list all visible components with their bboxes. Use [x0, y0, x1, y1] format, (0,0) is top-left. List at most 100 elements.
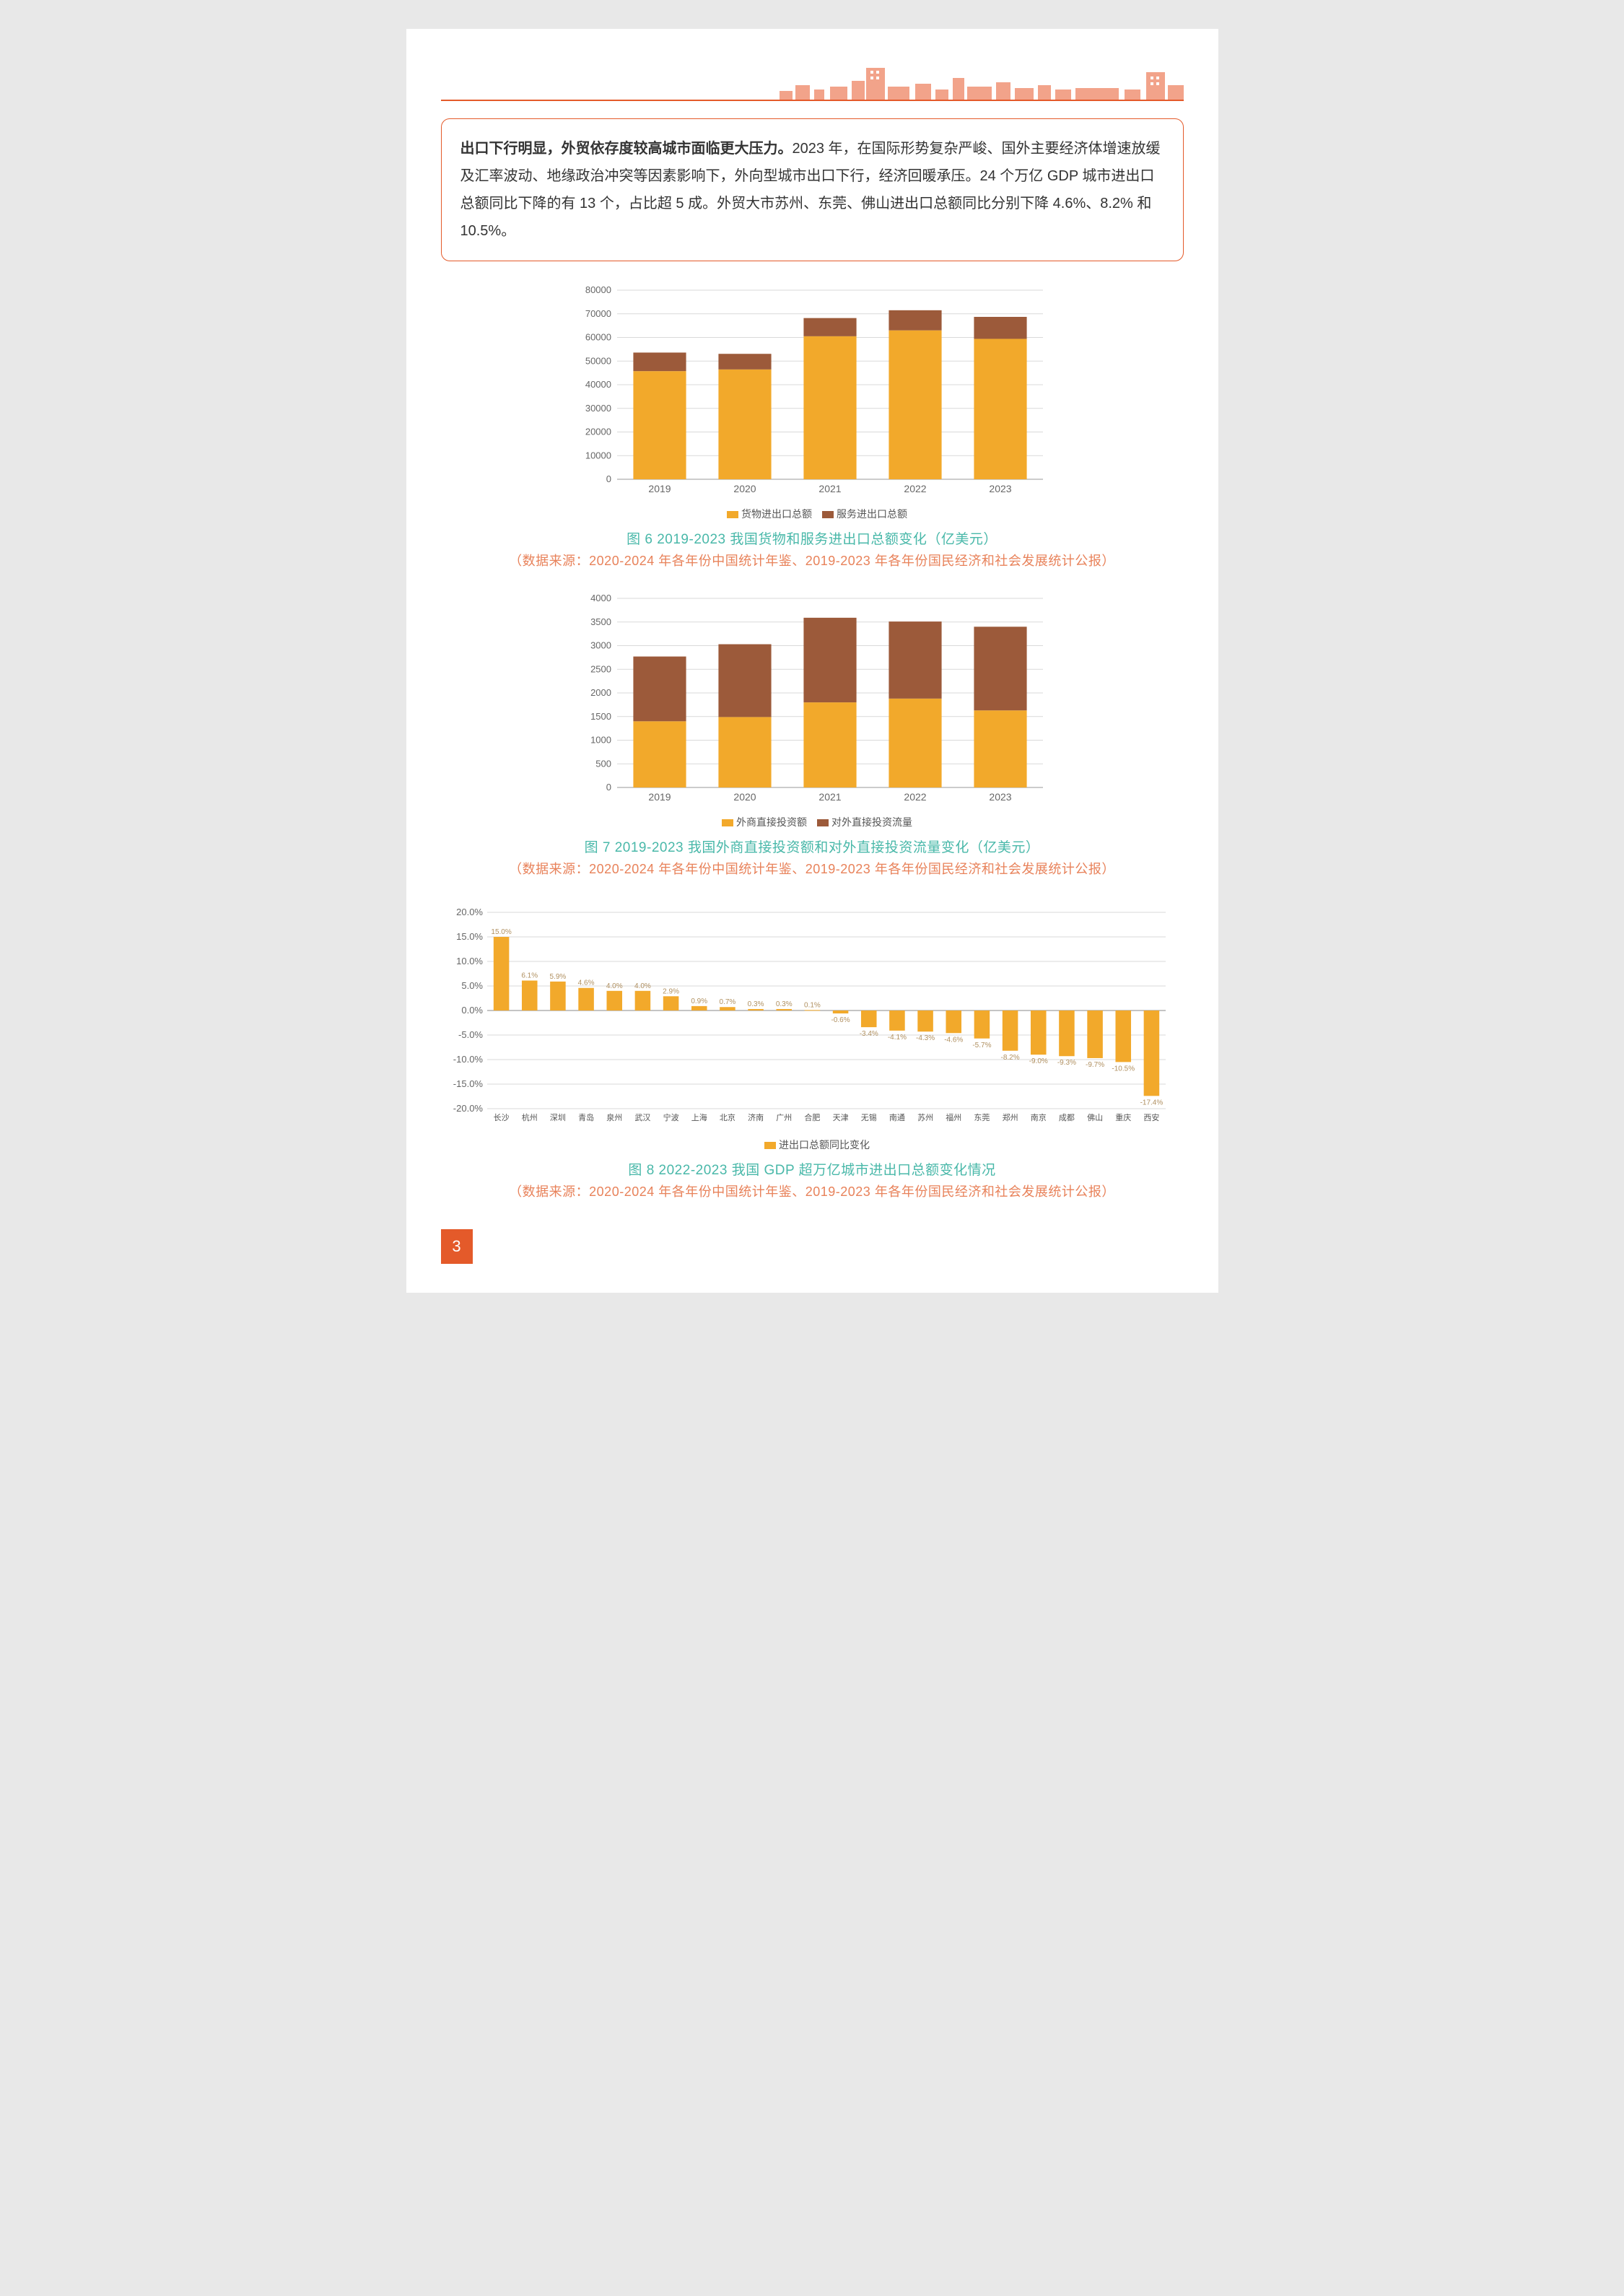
- chart8-legend: 进出口总额同比变化: [406, 1138, 1218, 1152]
- svg-text:3500: 3500: [590, 616, 611, 627]
- chart6-caption-title: 图 6 2019-2023 我国货物和服务进出口总额变化（亿美元）: [406, 528, 1218, 548]
- svg-text:-10.5%: -10.5%: [1112, 1065, 1135, 1073]
- svg-text:-8.2%: -8.2%: [1001, 1054, 1020, 1062]
- svg-text:无锡: 无锡: [861, 1112, 877, 1122]
- svg-text:1000: 1000: [590, 735, 611, 746]
- svg-text:2019: 2019: [648, 791, 671, 803]
- svg-text:0: 0: [606, 782, 611, 793]
- chart7-svg: 0 500 1000 1500 2000 2500 3000 3500 4000 2019 2020…: [567, 591, 1057, 808]
- svg-text:宁波: 宁波: [663, 1112, 679, 1122]
- chart6-container: 0100002000030000400005000060000700008000…: [406, 283, 1218, 569]
- chart7-container: 0 500 1000 1500 2000 2500 3000 3500 4000 2019 2020…: [406, 591, 1218, 878]
- svg-text:0.1%: 0.1%: [804, 1001, 821, 1009]
- chart7-caption-source: （数据来源：2020-2024 年各年份中国统计年鉴、2019-2023 年各年…: [406, 859, 1218, 878]
- svg-text:4.0%: 4.0%: [606, 982, 623, 990]
- svg-text:30000: 30000: [585, 403, 611, 414]
- svg-text:北京: 北京: [720, 1112, 735, 1122]
- svg-text:-5.0%: -5.0%: [458, 1029, 483, 1040]
- svg-text:4000: 4000: [590, 593, 611, 603]
- svg-text:-4.6%: -4.6%: [944, 1036, 963, 1044]
- svg-text:70000: 70000: [585, 308, 611, 319]
- svg-text:-20.0%: -20.0%: [453, 1103, 484, 1114]
- svg-text:2021: 2021: [818, 483, 841, 494]
- svg-text:2023: 2023: [989, 483, 1011, 494]
- svg-text:-9.7%: -9.7%: [1086, 1061, 1104, 1069]
- svg-text:1500: 1500: [590, 711, 611, 722]
- svg-text:2500: 2500: [590, 663, 611, 674]
- svg-text:20.0%: 20.0%: [456, 907, 483, 917]
- svg-text:80000: 80000: [585, 284, 611, 295]
- svg-text:500: 500: [595, 758, 611, 769]
- svg-text:10.0%: 10.0%: [456, 956, 483, 966]
- skyline-icon: [780, 58, 1184, 100]
- svg-text:佛山: 佛山: [1087, 1113, 1103, 1122]
- svg-text:5.9%: 5.9%: [550, 973, 567, 981]
- intro-bold: 出口下行明显，外贸依存度较高城市面临更大压力。: [460, 141, 793, 157]
- document-page: 出口下行明显，外贸依存度较高城市面临更大压力。2023 年，在国际形势复杂严峻、…: [406, 29, 1218, 1293]
- svg-text:-0.6%: -0.6%: [831, 1016, 850, 1024]
- chart8-container: -20.0%-15.0%-10.0%-5.0%0.0%5.0%10.0%15.0…: [406, 899, 1218, 1200]
- svg-text:成都: 成都: [1059, 1113, 1075, 1122]
- svg-text:0: 0: [606, 473, 611, 484]
- chart6-legend: 货物进出口总额服务进出口总额: [406, 507, 1218, 521]
- chart8-caption-title: 图 8 2022-2023 我国 GDP 超万亿城市进出口总额变化情况: [406, 1159, 1218, 1179]
- svg-text:武汉: 武汉: [634, 1113, 650, 1122]
- chart8-svg: -20.0%-15.0%-10.0%-5.0%0.0%5.0%10.0%15.0…: [444, 899, 1180, 1130]
- svg-text:0.3%: 0.3%: [776, 1000, 793, 1008]
- svg-text:-9.0%: -9.0%: [1029, 1057, 1048, 1065]
- svg-text:20000: 20000: [585, 427, 611, 437]
- svg-text:-4.1%: -4.1%: [888, 1034, 907, 1042]
- svg-text:深圳: 深圳: [550, 1113, 566, 1122]
- svg-text:泉州: 泉州: [606, 1112, 622, 1122]
- svg-text:2.9%: 2.9%: [663, 987, 679, 995]
- svg-text:0.3%: 0.3%: [748, 1000, 764, 1008]
- svg-text:合肥: 合肥: [804, 1112, 820, 1122]
- svg-text:-5.7%: -5.7%: [972, 1042, 991, 1049]
- svg-text:福州: 福州: [946, 1112, 961, 1122]
- svg-text:西安: 西安: [1143, 1112, 1159, 1122]
- chart6-svg: 0100002000030000400005000060000700008000…: [567, 283, 1057, 499]
- svg-text:0.7%: 0.7%: [720, 998, 736, 1006]
- svg-text:2022: 2022: [904, 791, 926, 803]
- svg-text:-15.0%: -15.0%: [453, 1078, 484, 1089]
- svg-text:苏州: 苏州: [917, 1113, 933, 1122]
- svg-text:-3.4%: -3.4%: [860, 1030, 878, 1038]
- svg-text:2021: 2021: [818, 791, 841, 803]
- svg-text:东莞: 东莞: [974, 1113, 990, 1122]
- svg-text:2022: 2022: [904, 483, 926, 494]
- svg-text:-17.4%: -17.4%: [1140, 1099, 1164, 1106]
- svg-text:济南: 济南: [748, 1112, 764, 1122]
- svg-text:60000: 60000: [585, 332, 611, 343]
- svg-text:南通: 南通: [889, 1113, 905, 1122]
- svg-text:2020: 2020: [733, 483, 756, 494]
- chart6-caption-source: （数据来源：2020-2024 年各年份中国统计年鉴、2019-2023 年各年…: [406, 551, 1218, 569]
- svg-text:广州: 广州: [776, 1113, 792, 1122]
- svg-text:-4.3%: -4.3%: [916, 1034, 935, 1042]
- svg-text:上海: 上海: [691, 1112, 707, 1122]
- svg-text:4.0%: 4.0%: [634, 982, 651, 990]
- svg-text:6.1%: 6.1%: [521, 972, 538, 980]
- svg-text:南京: 南京: [1031, 1112, 1047, 1122]
- svg-text:天津: 天津: [833, 1113, 849, 1122]
- svg-text:青岛: 青岛: [578, 1112, 594, 1122]
- svg-text:3000: 3000: [590, 640, 611, 651]
- chart8-caption-source: （数据来源：2020-2024 年各年份中国统计年鉴、2019-2023 年各年…: [406, 1182, 1218, 1200]
- page-number-text: 3: [452, 1237, 460, 1256]
- svg-text:4.6%: 4.6%: [578, 979, 595, 987]
- chart7-caption-title: 图 7 2019-2023 我国外商直接投资额和对外直接投资流量变化（亿美元）: [406, 837, 1218, 856]
- svg-text:重庆: 重庆: [1115, 1112, 1131, 1122]
- svg-text:5.0%: 5.0%: [461, 980, 483, 991]
- svg-text:郑州: 郑州: [1003, 1112, 1018, 1122]
- svg-text:10000: 10000: [585, 450, 611, 460]
- svg-text:2020: 2020: [733, 791, 756, 803]
- svg-text:0.9%: 0.9%: [691, 998, 707, 1005]
- svg-text:-9.3%: -9.3%: [1057, 1059, 1076, 1067]
- svg-text:40000: 40000: [585, 379, 611, 390]
- page-number: 3: [441, 1229, 473, 1264]
- svg-text:2000: 2000: [590, 687, 611, 698]
- svg-text:长沙: 长沙: [494, 1113, 510, 1122]
- svg-text:15.0%: 15.0%: [491, 928, 511, 936]
- svg-text:15.0%: 15.0%: [456, 931, 483, 942]
- svg-text:0.0%: 0.0%: [461, 1005, 483, 1016]
- svg-text:杭州: 杭州: [522, 1112, 538, 1122]
